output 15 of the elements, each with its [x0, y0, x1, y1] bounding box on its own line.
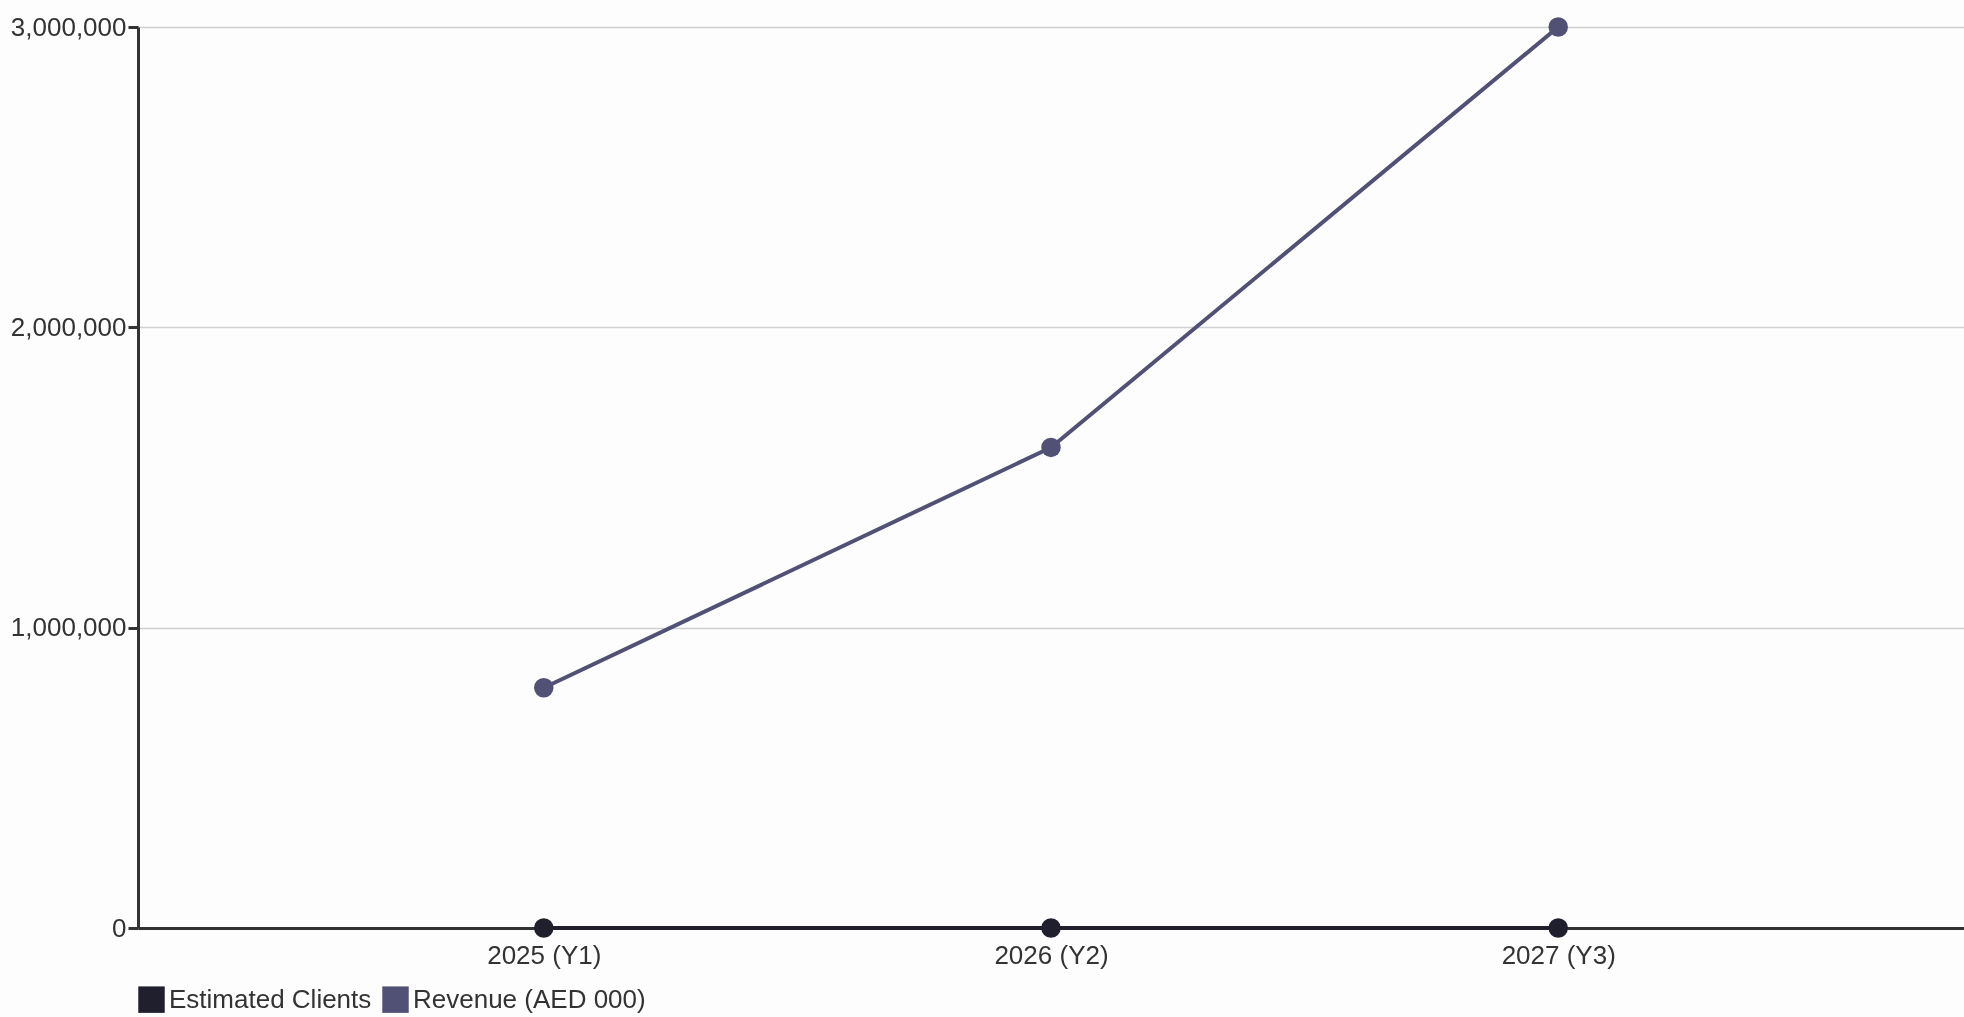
x-tick-label: 2026 (Y2): [994, 939, 1109, 970]
y-tick-label: 0: [112, 912, 127, 943]
point: [1548, 17, 1568, 37]
y-tick-label: 2,000,000: [10, 311, 127, 342]
point: [534, 678, 554, 698]
x-tick-label: 2025 (Y1): [487, 939, 602, 970]
legend-label: Revenue (AED 000): [413, 983, 646, 1014]
point: [534, 918, 554, 938]
point: [1041, 437, 1061, 458]
y-tick-label: 3,000,000: [10, 11, 127, 42]
point: [1041, 918, 1061, 938]
y-tick-label: 1,000,000: [10, 612, 127, 643]
legend-label: Estimated Clients: [169, 983, 372, 1014]
x-tick-label: 2027 (Y3): [1501, 939, 1616, 970]
point: [1548, 918, 1568, 938]
